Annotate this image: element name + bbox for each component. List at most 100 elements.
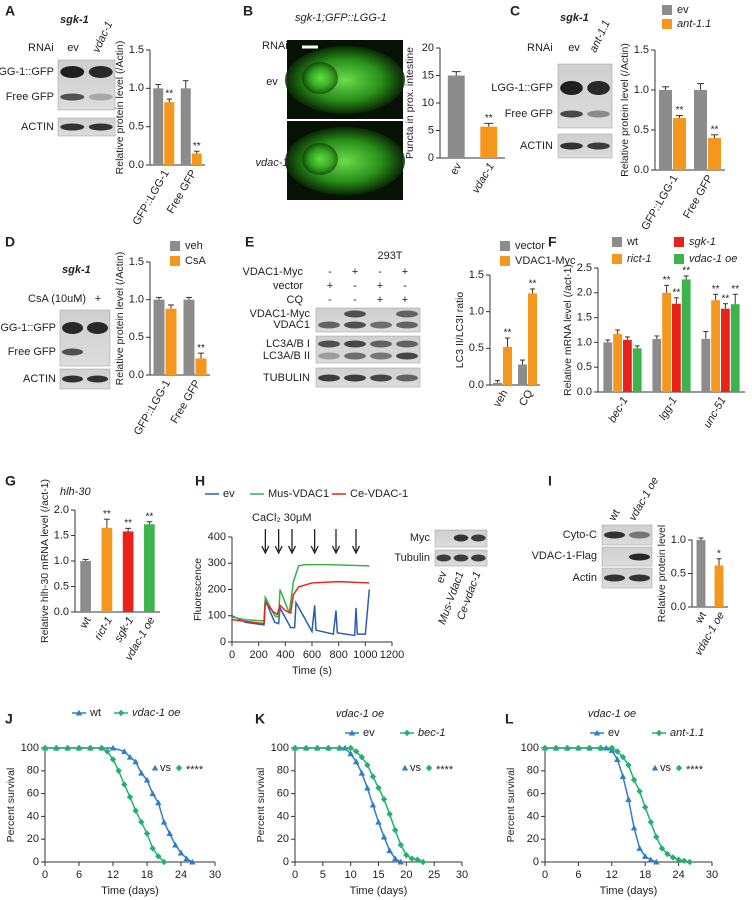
- error-bar: [186, 296, 192, 300]
- error-bar: [530, 288, 535, 294]
- blot-band: [344, 310, 366, 318]
- diamond-marker: [608, 744, 615, 752]
- series-line: [295, 747, 402, 863]
- diamond-marker: [41, 744, 49, 752]
- x-tick-label: 18: [141, 869, 153, 881]
- bar: [493, 382, 502, 385]
- error-bar: [697, 83, 704, 90]
- blot-label: Free GFP: [505, 108, 553, 120]
- diamond-marker: [117, 709, 125, 717]
- triangle-marker: [630, 824, 638, 831]
- significance-label: **: [529, 279, 537, 290]
- diamond-marker: [680, 857, 688, 865]
- panel-letter: F: [548, 234, 557, 250]
- bar: [165, 308, 177, 375]
- annotation: CaCl₂ 30μM: [252, 512, 312, 524]
- blot-band: [62, 322, 83, 334]
- diamond-marker: [425, 764, 433, 772]
- y-tick-label: 0.5: [634, 124, 649, 136]
- blot-strip: [57, 117, 116, 137]
- blot-band: [318, 374, 340, 382]
- diamond-marker: [669, 854, 677, 861]
- bar: [480, 126, 498, 158]
- triangle-marker: [353, 758, 360, 765]
- x-tick-label: 5: [320, 869, 326, 881]
- blot-label: Cyto-C: [563, 529, 597, 541]
- y-tick-label: 0.5: [129, 331, 144, 343]
- bar: [714, 565, 724, 607]
- x-tick-label: 20: [400, 869, 412, 881]
- y-axis-label: Percent survival: [505, 768, 517, 843]
- significance-label: **: [676, 105, 684, 116]
- blot-label: Free GFP: [6, 91, 54, 103]
- error-bar: [156, 296, 162, 300]
- series-line: [231, 580, 370, 625]
- bar: [662, 292, 671, 392]
- blot-band: [396, 352, 418, 360]
- significance-label: ****: [436, 764, 454, 776]
- blot-band: [344, 321, 366, 329]
- significance-label: **: [103, 509, 111, 520]
- blot-band: [344, 352, 366, 360]
- y-tick-label: 0: [283, 856, 289, 868]
- error-bar: [634, 345, 640, 349]
- legend-label: vdac-1 oe: [132, 707, 180, 719]
- condition-label: vector: [273, 280, 303, 292]
- legend-label: rict-1: [627, 253, 651, 265]
- y-tick-label: 400: [208, 531, 226, 543]
- bar: [711, 300, 720, 392]
- legend-swatch: [170, 256, 180, 266]
- legend-label: vdac-1 oe: [689, 253, 737, 265]
- blot-band: [87, 322, 108, 334]
- diamond-marker: [630, 776, 638, 784]
- diamond-marker: [675, 856, 682, 863]
- blot-band: [587, 81, 610, 95]
- condition-value: +: [377, 294, 383, 306]
- y-tick-label: 100: [208, 610, 226, 622]
- significance-label: **: [504, 328, 512, 339]
- diamond-marker: [53, 744, 60, 752]
- blot-label: LC3A/B I: [266, 338, 310, 350]
- triangle-marker: [149, 790, 156, 797]
- legend-label: ev: [363, 727, 375, 739]
- error-bar: [125, 527, 132, 532]
- x-tick-label: 6: [76, 869, 82, 881]
- bar: [153, 299, 165, 375]
- chart-title: vdac-1 oe: [588, 708, 636, 720]
- y-tick-label: 20: [27, 833, 39, 845]
- triangle-marker: [636, 845, 643, 851]
- y-axis-label: Relative protein level (/Actin): [619, 43, 631, 177]
- condition-value: -: [328, 266, 332, 278]
- blot-strip: [59, 309, 111, 367]
- triangle-marker: [189, 858, 196, 865]
- error-bar: [664, 284, 670, 293]
- diamond-marker: [664, 850, 671, 858]
- blot-band: [370, 374, 392, 382]
- bar: [696, 540, 706, 607]
- x-axis-label: Time (days): [350, 885, 408, 897]
- triangle-marker: [177, 849, 185, 856]
- y-tick-label: 1.5: [634, 44, 649, 56]
- diamond-marker: [126, 793, 134, 801]
- significance-label: **: [712, 284, 720, 295]
- y-tick-label: 1.0: [577, 336, 592, 348]
- diamond-marker: [403, 729, 411, 737]
- legend-label: Mus-VDAC1: [268, 488, 329, 500]
- series-line: [45, 747, 165, 863]
- condition-value: +: [402, 266, 408, 278]
- error-bar: [505, 337, 510, 347]
- blot-band: [396, 340, 418, 348]
- diamond-marker: [149, 845, 156, 852]
- blot-label: ACTIN: [21, 121, 54, 133]
- diamond-marker: [419, 858, 427, 866]
- blot-label: Free GFP: [8, 346, 56, 358]
- bar: [144, 524, 155, 612]
- bar: [180, 88, 191, 165]
- blot-row-title: CsA (10uM): [28, 293, 86, 305]
- blot-strip: [315, 367, 421, 388]
- y-tick-label: 0.5: [469, 342, 484, 354]
- triangle-marker: [647, 856, 654, 863]
- legend-swatch: [662, 5, 672, 15]
- y-tick-label: 0.5: [671, 567, 686, 579]
- blot-header: sgk-1: [560, 12, 589, 24]
